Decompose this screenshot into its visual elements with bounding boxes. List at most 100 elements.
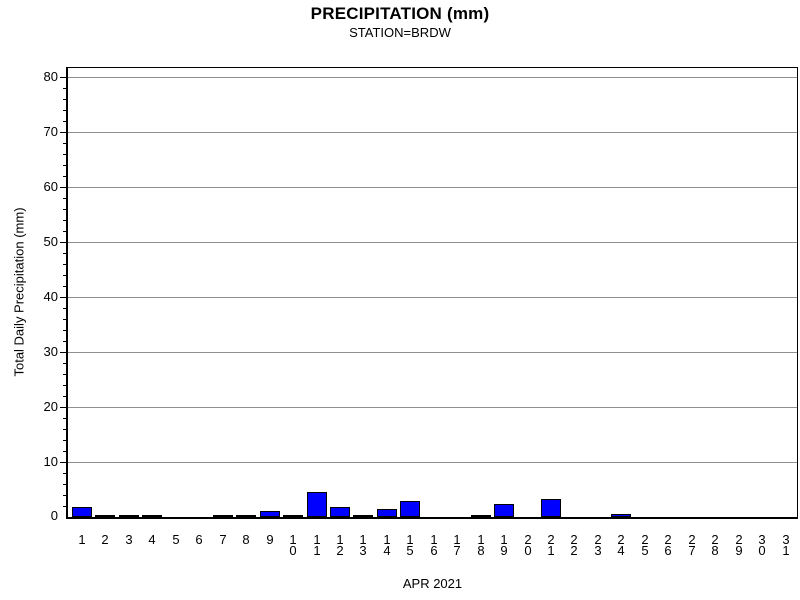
y-minor-tick-38 [63,308,66,309]
y-minor-tick-18 [63,418,66,419]
bar-day-9 [260,511,280,517]
gridline-70 [68,132,797,133]
y-minor-tick-68 [63,143,66,144]
x-tick-label-31: 3 1 [782,532,790,558]
y-minor-tick-62 [63,176,66,177]
x-tick-label-12: 1 2 [336,532,344,558]
gridline-80 [68,77,797,78]
x-tick-label-29: 2 9 [735,532,743,558]
bar-day-8 [236,515,256,517]
y-tick-label-50: 50 [43,234,58,249]
y-tick-label-30: 30 [43,344,58,359]
y-major-tick-60 [60,187,66,188]
x-tick-label-3: 3 [125,532,133,547]
y-minor-tick-64 [63,165,66,166]
gridline-60 [68,187,797,188]
bar-day-7 [213,515,233,517]
y-minor-tick-16 [63,429,66,430]
y-tick-label-0: 0 [50,508,58,523]
y-minor-tick-72 [63,121,66,122]
bar-day-10 [283,515,303,517]
x-tick-label-17: 1 7 [453,532,461,558]
y-minor-tick-44 [63,275,66,276]
y-minor-tick-48 [63,253,66,254]
y-minor-tick-46 [63,264,66,265]
y-minor-tick-26 [63,374,66,375]
x-tick-label-27: 2 7 [688,532,696,558]
x-tick-label-13: 1 3 [359,532,367,558]
x-tick-label-1: 1 [78,532,86,547]
bar-day-21 [541,499,561,517]
y-minor-tick-66 [63,154,66,155]
gridline-20 [68,407,797,408]
x-tick-label-22: 2 2 [570,532,578,558]
x-tick-label-16: 1 6 [430,532,438,558]
x-tick-label-15: 1 5 [406,532,414,558]
y-minor-tick-54 [63,220,66,221]
x-tick-label-11: 1 1 [313,532,321,558]
x-tick-label-4: 4 [148,532,156,547]
gridline-40 [68,297,797,298]
y-minor-tick-34 [63,330,66,331]
x-tick-label-18: 1 8 [477,532,485,558]
bar-day-12 [330,507,350,517]
bar-day-19 [494,504,514,517]
x-tick-label-23: 2 3 [594,532,602,558]
y-tick-label-10: 10 [43,454,58,469]
x-tick-label-25: 2 5 [641,532,649,558]
x-tick-label-21: 2 1 [547,532,555,558]
y-tick-label-70: 70 [43,124,58,139]
x-tick-label-2: 2 [101,532,109,547]
y-minor-tick-36 [63,319,66,320]
y-minor-tick-12 [63,451,66,452]
y-axis-label: Total Daily Precipitation (mm) [11,207,27,377]
gridline-10 [68,462,797,463]
x-tick-label-6: 6 [195,532,203,547]
x-tick-label-28: 2 8 [711,532,719,558]
y-minor-tick-58 [63,198,66,199]
bar-day-13 [353,515,373,517]
bar-day-18 [471,515,491,517]
x-tick-label-9: 9 [266,532,274,547]
y-minor-tick-52 [63,231,66,232]
y-minor-tick-2 [63,506,66,507]
y-minor-tick-14 [63,440,66,441]
y-tick-label-40: 40 [43,289,58,304]
bar-day-1 [72,507,92,517]
y-major-tick-10 [60,462,66,463]
gridline-50 [68,242,797,243]
y-minor-tick-56 [63,209,66,210]
y-minor-tick-32 [63,341,66,342]
y-minor-tick-74 [63,110,66,111]
y-minor-tick-22 [63,396,66,397]
y-major-tick-50 [60,242,66,243]
bar-day-11 [307,492,327,517]
bar-day-24 [611,514,631,517]
bar-day-14 [377,509,397,517]
chart-title: PRECIPITATION (mm) [310,4,490,23]
x-tick-label-10: 1 0 [289,532,297,558]
gridline-30 [68,352,797,353]
y-minor-tick-78 [63,88,66,89]
y-tick-label-60: 60 [43,179,58,194]
y-major-tick-80 [60,77,66,78]
y-major-tick-20 [60,407,66,408]
y-minor-tick-28 [63,363,66,364]
bar-day-15 [400,501,420,517]
x-tick-label-26: 2 6 [664,532,672,558]
y-minor-tick-6 [63,484,66,485]
y-major-tick-70 [60,132,66,133]
x-axis-label: APR 2021 [402,576,463,591]
y-minor-tick-24 [63,385,66,386]
x-tick-label-8: 8 [242,532,250,547]
bar-day-3 [119,515,139,517]
y-major-tick-30 [60,352,66,353]
x-tick-label-20: 2 0 [524,532,532,558]
y-minor-tick-42 [63,286,66,287]
y-minor-tick-76 [63,99,66,100]
y-minor-tick-4 [63,495,66,496]
x-tick-label-7: 7 [219,532,227,547]
x-tick-label-14: 1 4 [383,532,391,558]
